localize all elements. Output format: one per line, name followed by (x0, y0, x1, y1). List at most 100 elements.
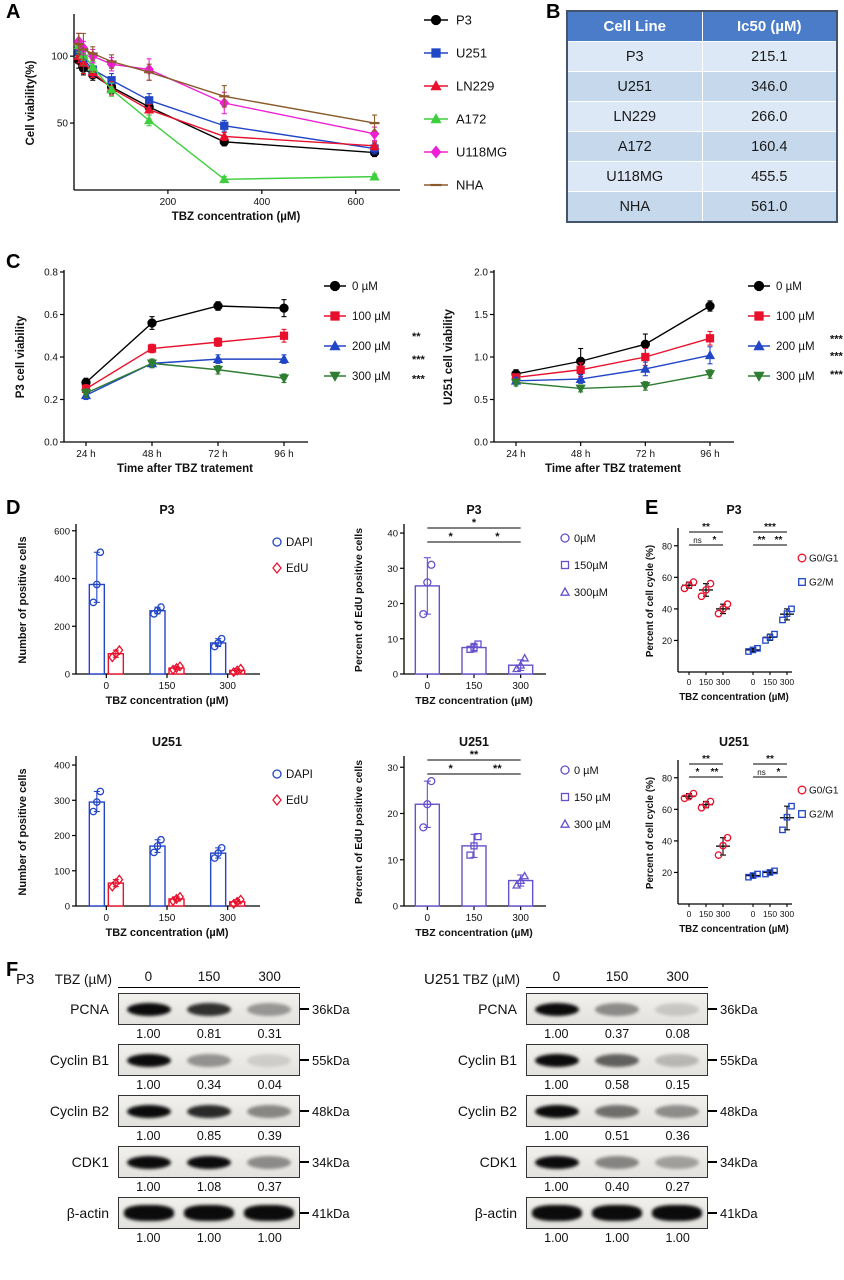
band-value: 0.08 (665, 1026, 690, 1041)
table-cell: 455.5 (701, 161, 838, 192)
marker-square (754, 644, 761, 652)
dose-row: 0 150 300 (118, 969, 300, 988)
series-line (515, 354, 711, 382)
marker-triangle (369, 171, 380, 181)
series-line (515, 305, 711, 375)
marker-diamond (168, 895, 178, 907)
band-values: 1.00 0.40 0.27 (526, 1178, 708, 1195)
marker-circle (697, 592, 706, 601)
x-tick-label: 150 (159, 913, 176, 924)
significance-stars: *** (830, 350, 844, 362)
marker-square (783, 610, 791, 617)
dose-value: 0 (144, 969, 153, 984)
blot-lane (239, 994, 299, 1024)
band-value: 0.51 (604, 1128, 630, 1143)
blot-lane (587, 1045, 647, 1075)
panel-d-p3-percent-chart: 0 10 20 30 40 Percent of EdU positive cells TB… (353, 503, 608, 707)
blot-lane (587, 1198, 647, 1228)
marker-square (560, 792, 570, 802)
x-tick-label: 300 (512, 913, 529, 924)
protein-band (124, 1205, 174, 1221)
marker-triangle (704, 349, 716, 360)
protein-band (244, 1205, 294, 1221)
significance-stars: *** (830, 369, 844, 381)
marker-diamond (172, 662, 181, 674)
marker-circle (714, 851, 723, 859)
legend-label: 0µM (574, 533, 596, 545)
panel-label-b: B (546, 1, 561, 23)
marker-circle (92, 798, 101, 806)
marker-circle (279, 303, 289, 313)
significance-label: * (713, 535, 717, 546)
table-cell: 160.4 (701, 131, 838, 162)
marker-triangle (559, 818, 571, 828)
significance-label: ** (702, 754, 710, 765)
protein-band (535, 1053, 579, 1067)
blot-lane (587, 1147, 647, 1177)
y-axis-label: Percent of cell cycle (%) (645, 545, 656, 657)
blot-lane-area: 1.00 0.85 0.39 (118, 1095, 300, 1144)
significance-label: * (696, 767, 700, 778)
legend-label: 200 µM (776, 341, 815, 353)
blot-lane-area: 1.00 0.58 0.15 (526, 1044, 708, 1093)
band-values: 1.00 0.51 0.36 (526, 1127, 708, 1144)
x-tick-label: 150 (763, 677, 777, 687)
marker-square (745, 873, 752, 881)
marker-square (220, 121, 229, 130)
blot-header-left: U251 TBZ (µM) (424, 971, 526, 988)
marker-square (576, 365, 585, 374)
protein-band (187, 1104, 231, 1118)
blot-lane-area: 1.00 1.00 1.00 (526, 1197, 708, 1246)
marker-square (754, 311, 764, 321)
protein-band (595, 1155, 639, 1169)
x-tick-label: 0 (425, 681, 431, 692)
marker-circle (427, 776, 436, 786)
blot-image (118, 1197, 300, 1229)
y-tick-label: 200 (54, 622, 70, 633)
protein-band (595, 1104, 639, 1118)
marker-triangle (640, 363, 651, 373)
legend-label: LN229 (456, 79, 494, 94)
marker-circle (797, 785, 807, 795)
y-tick-label: 300 (54, 796, 70, 807)
band-value: 1.00 (544, 1179, 569, 1194)
y-tick-label: 80 (662, 541, 672, 551)
band-value: 1.00 (136, 1026, 161, 1041)
significance-stars: ** (412, 331, 421, 343)
marker-circle (714, 609, 723, 618)
protein-band (187, 1155, 231, 1169)
kda-label-wrap: 48kDa (708, 1095, 772, 1127)
legend-label: 100 µM (352, 311, 391, 323)
kda-label: 36kDa (312, 1001, 350, 1017)
marker-circle (427, 560, 436, 569)
marker-triangle (430, 80, 442, 91)
kda-label: 34kDa (312, 1154, 350, 1170)
marker-diamond (115, 644, 124, 656)
panel-e-u251-cellcycle-chart: 20 40 60 80 Percent of cell cycle (%) TBZ con… (645, 735, 839, 935)
legend-label: 300 µM (776, 371, 815, 383)
kda-tick-icon (708, 1110, 717, 1112)
panel-a-dose-response-chart: 50 100 Cell viability(%) TBZ concentration … (25, 13, 507, 224)
kda-label-wrap: 41kDa (300, 1197, 364, 1229)
significance-stars: * (449, 763, 454, 775)
marker-diamond (236, 894, 245, 905)
y-tick-label: 400 (54, 761, 70, 772)
marker-square (749, 646, 757, 654)
marker-triangle-down (640, 382, 651, 392)
x-tick-label: 96 h (700, 449, 719, 460)
x-tick-label: 24 h (76, 449, 95, 460)
blot-lane (527, 1147, 587, 1177)
marker-triangle-down (329, 371, 341, 382)
x-tick-label: 0 (104, 913, 110, 924)
band-value: 1.00 (257, 1230, 282, 1245)
band-values: 1.00 0.34 0.04 (118, 1076, 300, 1093)
marker-square (783, 813, 791, 821)
protein-band (655, 1155, 699, 1169)
panel-d-u251-counts-chart: 0 100 200 300 400 Number of positive cells TBZ… (17, 735, 313, 939)
significance-stars: * (449, 531, 454, 543)
marker-circle (96, 548, 105, 557)
panel-c-u251-viability-chart: 0.0 0.5 1.0 1.5 2.0 U251 cell viability Time a… (443, 268, 844, 476)
protein-band (535, 1104, 579, 1118)
band-values: 1.00 1.00 1.00 (526, 1229, 708, 1246)
legend-label: EdU (286, 563, 308, 575)
